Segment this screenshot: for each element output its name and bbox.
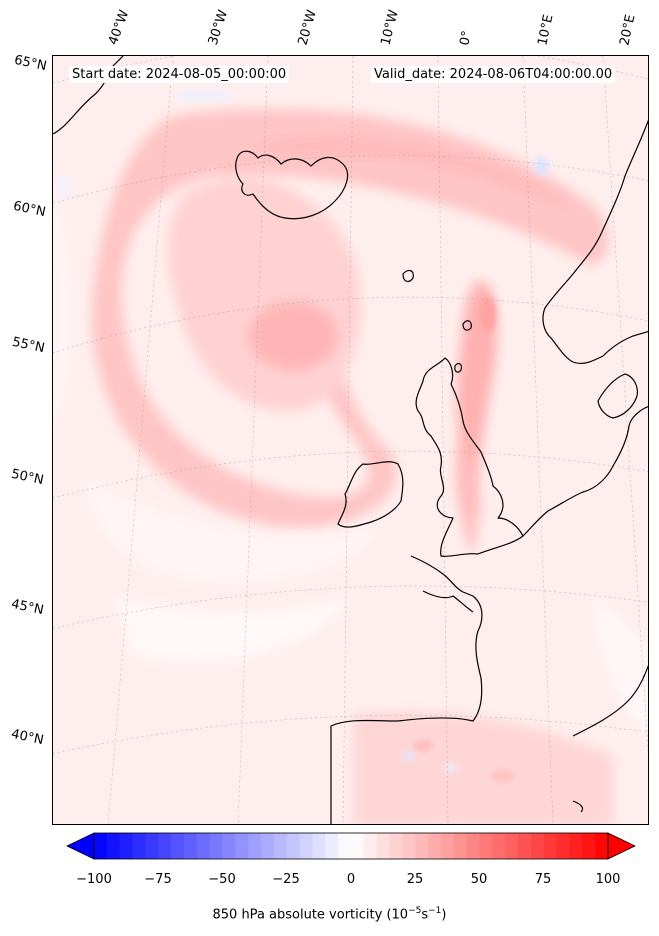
colorbar-low-extension [66,832,95,860]
colorbar-tick-label: 50 [470,872,488,887]
colorbar-outline [93,832,609,860]
great-britain-coast [415,357,524,558]
colorbar-title-exponent: −1 [428,906,442,916]
colorbar-cell [261,833,275,859]
colorbar-cell [402,833,416,859]
colorbar-cells [94,833,609,859]
longitude-label: 40°W [105,8,133,47]
colorbar-cell [248,833,262,859]
colorbar-cell [518,833,532,859]
colorbar-cell [286,833,301,859]
latitude-label: 65°N [12,52,48,75]
denmark-coast [597,373,638,419]
colorbar-high-extension [607,832,636,860]
norway-coast [542,119,648,365]
colorbar-cell [492,833,506,859]
colorbar-cell [132,833,146,859]
colorbar-tick-label: 25 [406,872,424,887]
colorbar-cell [222,833,236,859]
colorbar-cell [466,833,481,859]
longitude-label: 10°E [535,13,557,48]
colorbar-cell [235,833,249,859]
ireland-coast [337,461,404,528]
colorbar-tick-label: 100 [595,872,621,887]
colorbar-cell [363,833,378,859]
colorbar-cell [440,833,455,859]
longitude-label: 10°W [378,8,402,47]
colorbar-cell [595,833,609,859]
colorbar-cell [299,833,314,859]
colorbar-cell [569,833,583,859]
colorbar-cell [428,833,442,859]
longitude-label: 0° [457,29,476,47]
latitude-label: 45°N [9,596,45,619]
colorbar-title-text: 850 hPa absolute vorticity (10 [212,907,409,923]
latitude-label: 60°N [11,198,47,221]
latitude-label: 40°N [9,726,45,749]
colorbar-tick-label: −25 [272,872,300,887]
colorbar-cell [338,833,352,859]
longitude-label: 30°W [205,8,232,47]
vorticity-small-features [59,91,548,782]
colorbar-tick-label: −50 [208,872,236,887]
colorbar-title-unit: s [421,907,429,923]
colorbar-cell [158,833,172,859]
colorbar-cell [505,833,519,859]
north-sea-east-coast [522,406,648,537]
colorbar-cell [119,833,134,859]
colorbar-tick-label: 75 [534,872,552,887]
graticule [53,56,648,824]
colorbar-cell [273,833,288,859]
colorbar-cell [196,833,211,859]
longitude-label: 20°E [617,13,639,48]
colorbar-tick-label: −75 [144,872,172,887]
vorticity-map [53,56,648,824]
colorbar-cell [582,833,596,859]
valid-date-label: Valid_date: 2024-08-06T04:00:00.00 [371,66,616,83]
colorbar-cell [209,833,224,859]
france-iberia-coast [330,555,483,824]
colorbar-cell [106,833,121,859]
colorbar-cell [556,833,571,859]
vorticity-shading [53,108,648,824]
colorbar-title: 850 hPa absolute vorticity (10−5s−1) [0,906,659,922]
iceland-coast [235,150,349,220]
colorbar-cell [530,833,545,859]
colorbar-title-exponent: −5 [408,906,422,916]
colorbar-cell [543,833,558,859]
longitude-label: 20°W [295,8,320,48]
colorbar-cell [183,833,198,859]
colorbar-tick-label: 0 [346,872,356,887]
start-date-label: Start date: 2024-08-05_00:00:00 [69,66,290,83]
colorbar-cell [312,833,326,859]
colorbar [66,832,636,860]
colorbar-tick-label: −100 [76,872,112,887]
colorbar-cell [351,833,365,859]
colorbar-cell [479,833,493,859]
map-panel [52,55,649,825]
colorbar-cell [453,833,468,859]
colorbar-cell [94,833,108,859]
colorbar-cell [389,833,403,859]
colorbar-cell [145,833,159,859]
colorbar-title-end: ) [441,907,447,923]
latitude-label: 50°N [9,466,45,489]
colorbar-cell [415,833,429,859]
latitude-label: 55°N [10,334,46,357]
colorbar-cell [325,833,339,859]
colorbar-cell [376,833,391,859]
colorbar-cell [171,833,185,859]
